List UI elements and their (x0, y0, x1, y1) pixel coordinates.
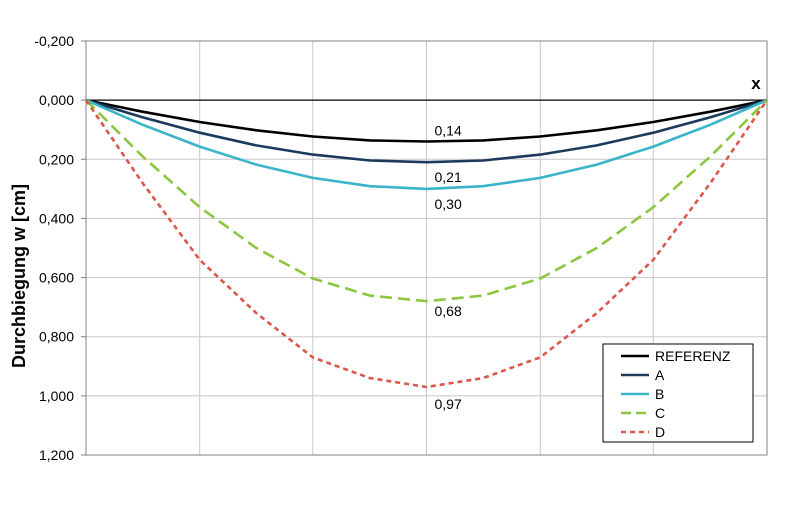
legend-label: C (655, 405, 665, 421)
x-axis-marker: x (751, 74, 761, 93)
series-line-c (85, 99, 768, 303)
legend-label: REFERENZ (655, 348, 731, 364)
y-tick-label: 0,200 (39, 151, 74, 167)
data-label: 0,30 (435, 196, 462, 212)
data-label: 0,14 (435, 123, 462, 139)
data-label: 0,68 (435, 303, 462, 319)
legend-label: A (655, 367, 665, 383)
plot-border (85, 40, 768, 456)
y-tick-label: 0,600 (39, 270, 74, 286)
legend-label: B (655, 386, 664, 402)
data-label: 0,21 (435, 169, 462, 185)
series-line-d (84, 99, 769, 389)
y-tick-label: 0,400 (39, 210, 74, 226)
axis-layer: -0,200 0,000 0,200 0,400 0,600 0,800 1,000 1,20… (34, 33, 768, 463)
y-tick-label: 1,200 (39, 447, 74, 463)
series-line-referenz (85, 98, 768, 143)
series-layer (84, 98, 769, 389)
legend-label: D (655, 424, 665, 440)
series-line-b (85, 98, 768, 191)
y-tick-label: -0,200 (34, 33, 74, 49)
series-line-a (85, 98, 768, 164)
y-axis-label: Durchbiegung w [cm] (9, 184, 29, 368)
y-tick-label: 0,800 (39, 329, 74, 345)
data-label: 0,97 (435, 396, 462, 412)
y-tick-label: 0,000 (39, 92, 74, 108)
annotation-layer: 0,14 0,21 0,30 0,68 0,97 (435, 123, 462, 412)
y-tick-label: 1,000 (39, 388, 74, 404)
